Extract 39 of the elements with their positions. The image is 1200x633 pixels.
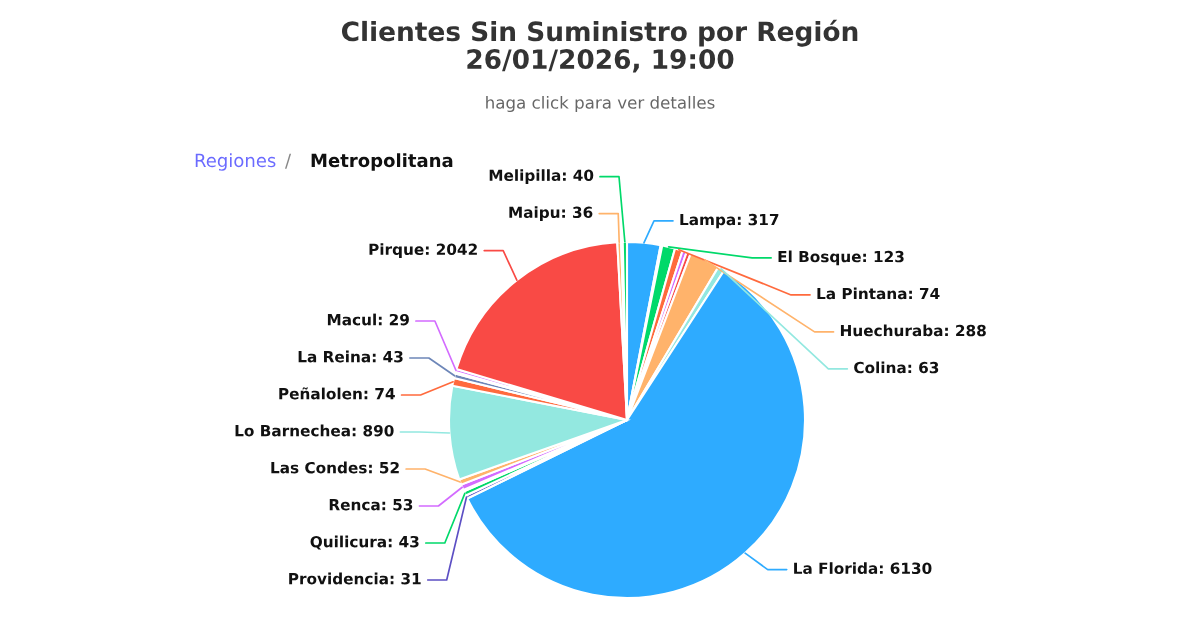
slice-label: La Florida (794, 562, 878, 575)
data-label: : 890 (352, 424, 394, 437)
data-label: : 123 (863, 250, 904, 263)
data-label: : 36 (562, 206, 593, 219)
data-label: : 288 (945, 324, 986, 337)
data-label: : 74 (364, 388, 395, 400)
slice-label: Melipilla (489, 169, 561, 185)
slice-label: Las Condes (271, 461, 367, 474)
data-label: : 6130 (879, 562, 932, 575)
text: Metropolitana (311, 153, 453, 171)
data-label: : 74 (909, 287, 940, 300)
slice-label: La Pintana (817, 287, 907, 300)
slice-label: Macul (327, 313, 376, 326)
slice-label: La Reina (298, 350, 370, 363)
slice-label: Quilicura (310, 535, 386, 550)
data-label: : 29 (378, 313, 409, 326)
data-label: : 43 (388, 535, 419, 548)
slice-label: Renca (329, 499, 380, 511)
slice-label: Peñalolen (279, 387, 362, 400)
slice-label: Lo Barnechea (235, 424, 350, 437)
slice-label: Pirque (369, 243, 424, 259)
chart-subtitle: haga click para ver detalles (486, 95, 715, 113)
slice-label: Maipu (509, 206, 560, 222)
data-label: : 31 (390, 572, 421, 585)
slice-label: Colina (854, 361, 906, 374)
chart-title: Clientes Sin Suministro por Región 26/01/2026, 19:00 (341, 19, 858, 73)
data-label: : 2042 (425, 243, 477, 256)
text: Regiones (195, 153, 276, 171)
slice-label: Lampa (680, 213, 736, 229)
data-label: : 40 (563, 169, 594, 182)
data-label: : 52 (369, 461, 399, 474)
data-label: : 317 (737, 213, 779, 226)
data-label: : 63 (908, 361, 939, 374)
text: / (285, 153, 292, 169)
data-label: : 53 (382, 498, 413, 511)
data-label: : 43 (372, 350, 403, 363)
slice-label: Providencia (289, 572, 388, 585)
slice-label: El Bosque (778, 250, 861, 266)
slice-label: Huechuraba (840, 324, 943, 337)
